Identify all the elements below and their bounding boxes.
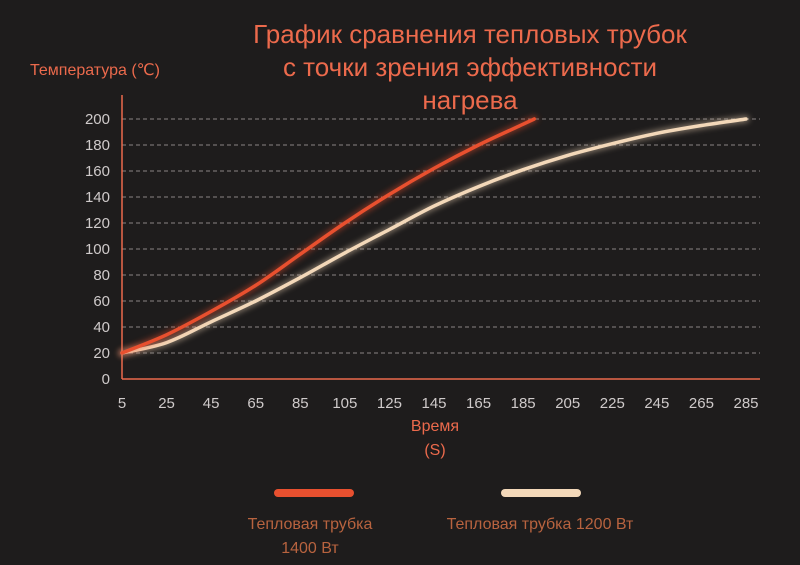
y-tick-label-100: 100 [85, 241, 110, 258]
x-tick-label-25: 25 [158, 395, 175, 412]
y-tick-label-180: 180 [85, 137, 110, 154]
y-tick-label-60: 60 [93, 293, 110, 310]
y-tick-label-160: 160 [85, 163, 110, 180]
legend-label-1400w-line-1: Тепловая трубка [247, 516, 373, 533]
chart-title-line-1: График сравнения тепловых трубок [253, 19, 687, 49]
legend-swatch-1400w [274, 489, 354, 497]
x-tick-label-5: 5 [118, 395, 126, 412]
legend-swatch-1200w [501, 489, 581, 497]
x-tick-label-225: 225 [600, 395, 625, 412]
x-tick-label-45: 45 [203, 395, 220, 412]
x-tick-label-265: 265 [689, 395, 714, 412]
x-tick-label-205: 205 [555, 395, 580, 412]
y-tick-label-80: 80 [93, 267, 110, 284]
x-tick-label-285: 285 [733, 395, 758, 412]
series-1200w-line [120, 117, 748, 355]
y-tick-label-120: 120 [85, 215, 110, 232]
y-axis-label: Температура (℃) [30, 62, 160, 79]
x-tick-label-125: 125 [377, 395, 402, 412]
legend-label-1200w: Тепловая трубка 1200 Вт [446, 516, 634, 533]
x-axis-label-line-1: Время [410, 418, 460, 435]
x-tick-label-65: 65 [247, 395, 264, 412]
y-tick-label-40: 40 [93, 319, 110, 336]
chart-title-line-3: нагрева [422, 85, 518, 115]
y-tick-label-140: 140 [85, 189, 110, 206]
series-1400w-line [120, 117, 537, 355]
chart-title-line-2: с точки зрения эффективности [282, 52, 658, 82]
x-tick-label-165: 165 [466, 395, 491, 412]
x-tick-label-245: 245 [644, 395, 669, 412]
x-tick-label-105: 105 [332, 395, 357, 412]
x-tick-label-185: 185 [511, 395, 536, 412]
x-tick-label-145: 145 [421, 395, 446, 412]
x-axis-label-line-2: (S) [424, 442, 446, 459]
x-tick-label-85: 85 [292, 395, 309, 412]
y-tick-label-20: 20 [93, 345, 110, 362]
y-tick-label-0: 0 [102, 371, 110, 388]
y-tick-label-200: 200 [85, 111, 110, 128]
legend-label-1400w-line-2: 1400 Вт [281, 540, 339, 557]
